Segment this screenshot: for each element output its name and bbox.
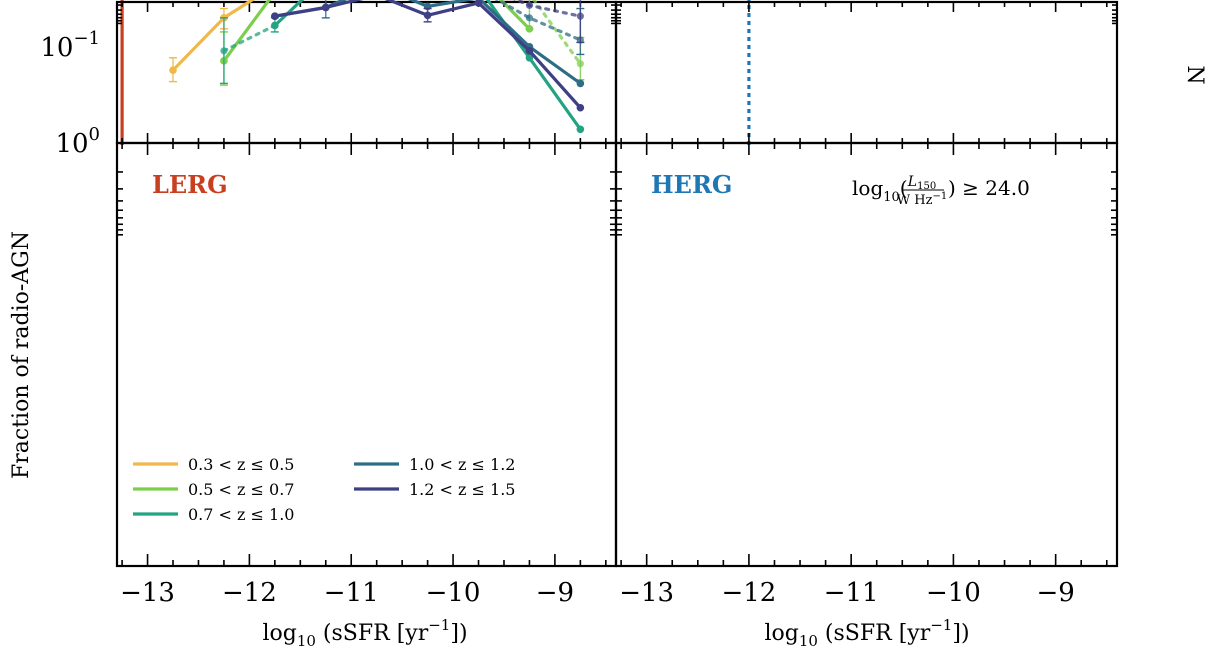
z3-point [576,125,585,134]
x-tick-label: −13 [120,578,175,608]
herg-panel-tag: HERG [651,170,732,199]
x-tick-label: −9 [1036,578,1074,608]
z5-point [525,46,534,55]
y-tick-label: 10−1 [40,28,100,63]
hist-y-axis-label: N [1182,65,1207,84]
herg-histogram-step [747,0,751,145]
annotation-suffix: ) ≥ 24.0 [948,176,1030,200]
legend-label-z5: 1.2 < z ≤ 1.5 [409,480,515,499]
legend-label-z2: 0.5 < z ≤ 0.7 [188,480,294,499]
legend: 0.3 < z ≤ 0.5 0.5 < z ≤ 0.7 0.7 < z ≤ 1.0 1… [133,455,515,524]
legend-label-z3: 0.7 < z ≤ 1.0 [188,505,294,524]
x-tick-label: −13 [619,578,674,608]
z3-point [525,53,534,62]
annotation-prefix: log10( [852,176,908,205]
herg-histogram-panel: 102101100 [614,0,1119,145]
z5-point [271,12,279,20]
x-axis-label-left: log10 (sSFR [yr−1]) [262,616,467,650]
lerg-panel-tag: LERG [152,170,228,199]
y-tick-label: 100 [55,124,100,159]
hist-frame [614,0,1119,145]
legend-label-z1: 0.3 < z ≤ 0.5 [188,455,294,474]
y-axis-label: Fraction of radio-AGN [9,231,34,479]
panel-frame [115,141,618,568]
x-tick-label: −9 [536,578,574,608]
x-axis-label-right: log10 (sSFR [yr−1]) [764,616,969,650]
x-tick-label: −10 [926,578,981,608]
annotation-numerator: L150 [907,174,936,192]
z5-dotted-point [525,1,534,9]
panel-frame [614,141,1119,568]
x-tick-label: −12 [222,578,277,608]
x-tick-label: −10 [426,578,481,608]
legend-label-z4: 1.0 < z ≤ 1.2 [409,455,515,474]
z5-point [321,3,330,12]
z3-dotted-line [222,23,277,53]
x-tick-label: −11 [824,578,879,608]
lerg-histogram-panel: 100 [115,0,618,145]
x-tick-label: −11 [324,578,379,608]
x-tick-label: −12 [721,578,776,608]
z5-point [474,0,483,7]
annotation-denominator: W Hz−1 [897,191,947,208]
z4-point [576,79,585,88]
z4-dotted-point [525,14,534,22]
z5-point [576,103,585,112]
